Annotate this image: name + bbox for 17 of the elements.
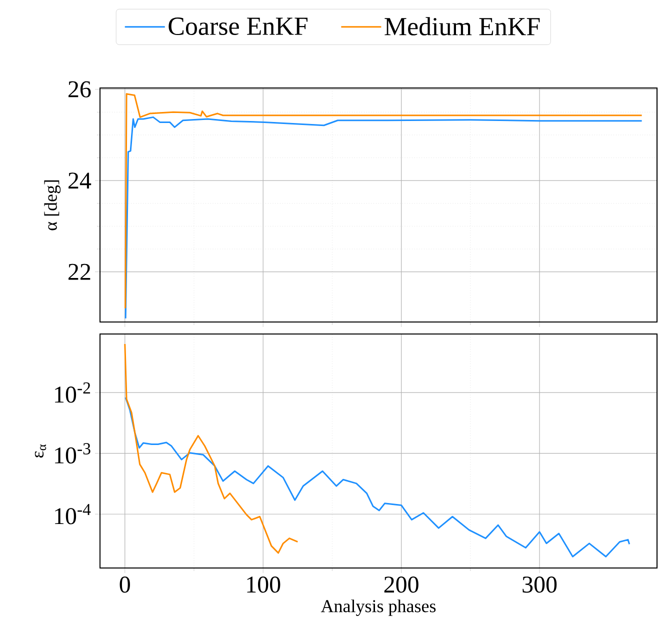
y-tick-label: 10$^{-2}$	[55, 382, 90, 403]
y-tick-label: 24	[68, 172, 92, 189]
y-tick-label: 10$^{-4}$	[55, 504, 91, 524]
x-tick-label: 300	[522, 576, 557, 593]
legend-label: Medium EnKF	[384, 17, 540, 36]
x-tick-label: 0	[120, 576, 130, 593]
legend-label: Coarse EnKF	[168, 18, 308, 36]
x-tick-label: 100	[247, 576, 280, 593]
x-axis-title: Analysis phases	[320, 600, 436, 616]
y-tick-label: 26	[68, 81, 91, 98]
line-series	[124, 396, 630, 558]
y-axis-title: ε$_{α}$	[34, 444, 46, 458]
y-tick-label: 10$^{-3}$	[55, 443, 90, 464]
x-tick-label: 200	[384, 576, 418, 593]
y-tick-label: 22	[68, 264, 90, 280]
y-axis-title: α [deg]	[44, 180, 61, 230]
line-series	[124, 343, 298, 554]
